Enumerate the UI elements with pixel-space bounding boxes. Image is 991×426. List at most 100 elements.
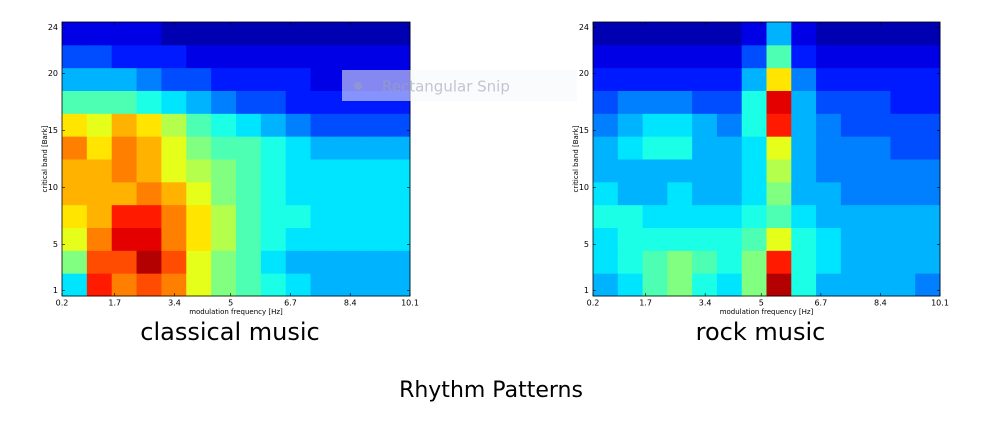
heatmap-cell xyxy=(285,273,312,297)
y-tick-label: 24 xyxy=(579,23,589,32)
heatmap-cell xyxy=(865,227,891,251)
heatmap-cell xyxy=(335,250,361,274)
heatmap-cell xyxy=(667,204,693,228)
heatmap-cell xyxy=(865,250,891,274)
heatmap-cell xyxy=(642,204,668,228)
heatmap-cell xyxy=(385,113,411,137)
heatmap-cell xyxy=(285,22,312,46)
heatmap-cell xyxy=(642,22,668,46)
heatmap-cell xyxy=(385,136,411,160)
heatmap-cell xyxy=(840,159,867,183)
heatmap-cell xyxy=(692,250,718,274)
heatmap-cell xyxy=(667,90,693,114)
heatmap-cell xyxy=(285,227,312,251)
heatmap-cell xyxy=(716,22,743,46)
heatmap-cell xyxy=(593,90,619,114)
heatmap-cell xyxy=(593,250,619,274)
heatmap-cell xyxy=(716,159,743,183)
heatmap-cell xyxy=(136,67,162,91)
heatmap-cell xyxy=(236,273,262,297)
heatmap-cell xyxy=(766,227,792,251)
heatmap-cell xyxy=(360,159,386,183)
y-tick-label: 5 xyxy=(584,240,589,249)
heatmap-cell xyxy=(111,22,138,46)
heatmap-cell xyxy=(642,227,668,251)
heatmap-cell xyxy=(741,22,767,46)
heatmap-cell xyxy=(692,204,718,228)
heatmap-cell xyxy=(161,204,187,228)
heatmap-cell xyxy=(915,67,941,91)
heatmap-cell xyxy=(741,113,767,137)
heatmap-cell xyxy=(186,44,212,69)
heatmap-cell xyxy=(816,136,842,160)
heatmap-cell xyxy=(915,181,941,206)
heatmap-cell xyxy=(816,22,842,46)
heatmap-cell xyxy=(285,44,312,69)
heatmap-cell xyxy=(360,250,386,274)
heatmap-cell xyxy=(617,181,644,206)
chart-title: rock music xyxy=(696,318,826,346)
heatmap-cell xyxy=(617,44,644,69)
heatmap-cell xyxy=(791,250,817,274)
heatmap-cell xyxy=(161,181,187,206)
heatmap-cell xyxy=(186,67,212,91)
heatmap-cell xyxy=(62,227,88,251)
y-tick-label: 10 xyxy=(579,183,589,192)
heatmap-cell xyxy=(310,250,336,274)
heatmap-cell xyxy=(186,204,212,228)
y-tick-label: 5 xyxy=(53,240,58,249)
heatmap-cell xyxy=(865,90,891,114)
heatmap-cell xyxy=(915,136,941,160)
heatmap-cell xyxy=(161,67,187,91)
heatmap-cell xyxy=(593,204,619,228)
heatmap-cell xyxy=(840,227,867,251)
heatmap-cell xyxy=(766,113,792,137)
heatmap-cell xyxy=(865,113,891,137)
heatmap-cell xyxy=(741,181,767,206)
y-tick-label: 1 xyxy=(53,286,58,295)
heatmap-cell xyxy=(86,181,113,206)
heatmap-cell xyxy=(667,136,693,160)
heatmap-cell xyxy=(865,159,891,183)
heatmap-cell xyxy=(642,113,668,137)
heatmap-cell xyxy=(816,67,842,91)
x-axis-label: modulation frequency [Hz] xyxy=(720,308,814,316)
heatmap-cell xyxy=(865,181,891,206)
heatmap-cell xyxy=(62,22,88,46)
heatmap-cell xyxy=(865,204,891,228)
x-axis-label: modulation frequency [Hz] xyxy=(189,308,283,316)
heatmap-cell xyxy=(86,227,113,251)
heatmap-cell xyxy=(62,159,88,183)
heatmap-cell xyxy=(865,67,891,91)
x-tick-label: 5 xyxy=(228,299,233,308)
heatmap-cell xyxy=(617,250,644,274)
heatmap-cell xyxy=(260,227,287,251)
heatmap-cell xyxy=(211,113,237,137)
heatmap-cell xyxy=(236,22,262,46)
heatmap-cell xyxy=(791,181,817,206)
y-tick-label: 24 xyxy=(48,23,58,32)
heatmap-cell xyxy=(335,159,361,183)
heatmap-cell xyxy=(716,273,743,297)
heatmap-cell xyxy=(136,250,162,274)
heatmap-cell xyxy=(890,204,916,228)
heatmap-cell xyxy=(111,159,138,183)
heatmap-cell xyxy=(741,90,767,114)
heatmap-cell xyxy=(791,136,817,160)
heatmap-cell xyxy=(385,22,411,46)
heatmap-cell xyxy=(111,67,138,91)
heatmap-cell xyxy=(716,90,743,114)
heatmap-cell xyxy=(62,90,88,114)
heatmap-cell xyxy=(766,44,792,69)
heatmap-cell xyxy=(915,159,941,183)
heatmap-cell xyxy=(791,44,817,69)
heatmap-cell xyxy=(692,90,718,114)
heatmap-cell xyxy=(260,113,287,137)
heatmap-cell xyxy=(62,113,88,137)
heatmap-cell xyxy=(360,44,386,69)
heatmap-cell xyxy=(716,136,743,160)
heatmap-cell xyxy=(136,273,162,297)
heatmap-cell xyxy=(617,159,644,183)
heatmap-cell xyxy=(766,22,792,46)
heatmap-cell xyxy=(716,181,743,206)
